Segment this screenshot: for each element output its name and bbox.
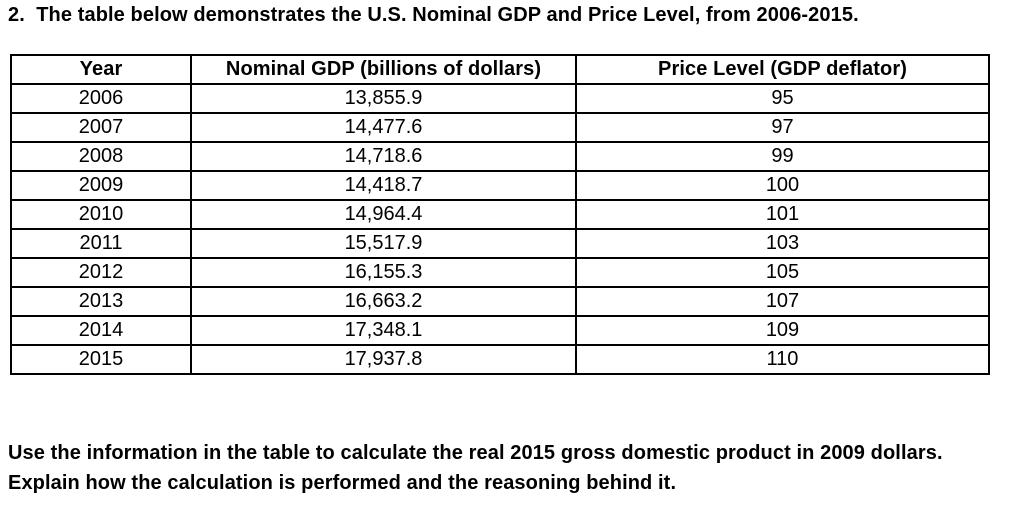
table-row: 2011 15,517.9 103 bbox=[10, 228, 990, 259]
table-cell: 17,937.8 bbox=[190, 344, 577, 375]
table-cell: 101 bbox=[575, 199, 990, 230]
table-cell: 14,477.6 bbox=[190, 112, 577, 143]
table-row: 2013 16,663.2 107 bbox=[10, 286, 990, 317]
table-cell: 16,155.3 bbox=[190, 257, 577, 288]
table-cell: 2008 bbox=[10, 141, 192, 172]
table-row: 2006 13,855.9 95 bbox=[10, 83, 990, 114]
column-header: Price Level (GDP deflator) bbox=[575, 54, 990, 85]
table-cell: 100 bbox=[575, 170, 990, 201]
table-row: 2015 17,937.8 110 bbox=[10, 344, 990, 375]
table-cell: 107 bbox=[575, 286, 990, 317]
column-header: Nominal GDP (billions of dollars) bbox=[190, 54, 577, 85]
question-paragraph: Use the information in the table to calc… bbox=[8, 442, 943, 494]
table-cell: 14,964.4 bbox=[190, 199, 577, 230]
table-body: 2006 13,855.9 95 2007 14,477.6 97 2008 14,718.6… bbox=[10, 83, 990, 375]
table-cell: 109 bbox=[575, 315, 990, 346]
table-cell: 2013 bbox=[10, 286, 192, 317]
table-row: 2008 14,718.6 99 bbox=[10, 141, 990, 172]
table-cell: 99 bbox=[575, 141, 990, 172]
table-cell: 2015 bbox=[10, 344, 192, 375]
table-cell: 97 bbox=[575, 112, 990, 143]
table-row: 2014 17,348.1 109 bbox=[10, 315, 990, 346]
table-cell: 14,418.7 bbox=[190, 170, 577, 201]
table-cell: 2011 bbox=[10, 228, 192, 259]
problem-statement: 2. The table below demonstrates the U.S.… bbox=[8, 4, 859, 26]
column-header: Year bbox=[10, 54, 192, 85]
table-cell: 2014 bbox=[10, 315, 192, 346]
table-cell: 103 bbox=[575, 228, 990, 259]
table-cell: 2012 bbox=[10, 257, 192, 288]
gdp-price-level-table: Year Nominal GDP (billions of dollars) Pri… bbox=[10, 54, 990, 375]
table-cell: 105 bbox=[575, 257, 990, 288]
table-cell: 14,718.6 bbox=[190, 141, 577, 172]
table-cell: 13,855.9 bbox=[190, 83, 577, 114]
table-row: 2007 14,477.6 97 bbox=[10, 112, 990, 143]
table-cell: 17,348.1 bbox=[190, 315, 577, 346]
table-row: 2012 16,155.3 105 bbox=[10, 257, 990, 288]
table-cell: 15,517.9 bbox=[190, 228, 577, 259]
table-cell: 2009 bbox=[10, 170, 192, 201]
table-row: 2010 14,964.4 101 bbox=[10, 199, 990, 230]
table-cell: 95 bbox=[575, 83, 990, 114]
table-cell: 2006 bbox=[10, 83, 192, 114]
table-cell: 110 bbox=[575, 344, 990, 375]
table-cell: 2010 bbox=[10, 199, 192, 230]
header-row: Year Nominal GDP (billions of dollars) Pri… bbox=[10, 54, 990, 85]
table-row: 2009 14,418.7 100 bbox=[10, 170, 990, 201]
table-cell: 16,663.2 bbox=[190, 286, 577, 317]
table-cell: 2007 bbox=[10, 112, 192, 143]
